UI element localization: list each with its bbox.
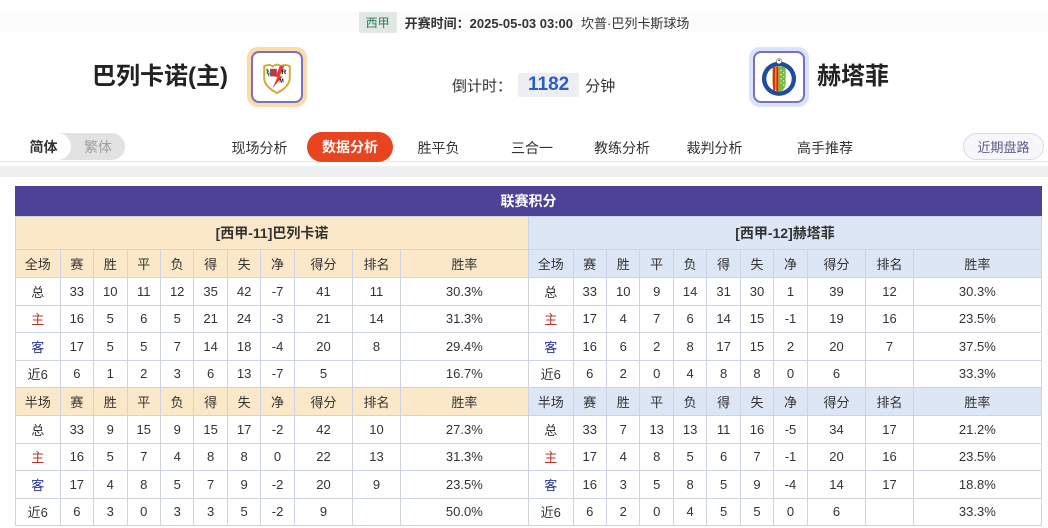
- svg-text:R: R: [281, 69, 286, 76]
- svg-text:M: M: [279, 79, 283, 85]
